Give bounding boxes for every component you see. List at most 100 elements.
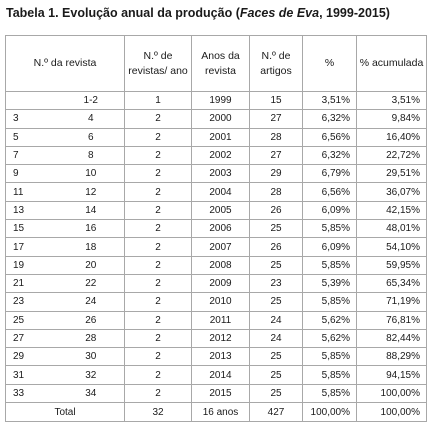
table-row: 27 28 2 2012 24 5,62% 82,44% (5, 328, 427, 349)
header-issue-number: N.º da revista (5, 35, 125, 92)
year-cell: 2015 (191, 383, 250, 404)
article-count-cell: 26 (249, 237, 303, 257)
total-years: 16 anos (191, 402, 250, 423)
article-count-cell: 25 (249, 292, 303, 312)
issue-end-cell: 8 (57, 145, 125, 166)
table-caption: Tabela 1. Evolução anual da produção (Fa… (6, 6, 431, 20)
table-row: 23 24 2 2010 25 5,85% 71,19% (5, 292, 427, 312)
article-count-cell: 25 (249, 219, 303, 239)
header-issues-per-year: N.º de revistas/ ano (124, 35, 192, 92)
percent-cell: 5,85% (302, 255, 357, 275)
issues-per-year-cell: 2 (124, 310, 192, 330)
year-cell: 2010 (191, 292, 250, 312)
table-row: 1-2 1 1999 15 3,51% 3,51% (5, 90, 427, 111)
issue-start-cell: 17 (5, 237, 58, 257)
header-cumulative-percent: % acumulada (356, 35, 427, 92)
year-cell: 2013 (191, 347, 250, 367)
cumulative-percent-cell: 59,95% (356, 255, 427, 275)
year-cell: 2009 (191, 273, 250, 294)
article-count-cell: 29 (249, 164, 303, 184)
cumulative-percent-cell: 36,07% (356, 182, 427, 202)
issue-start-cell: 3 (5, 109, 58, 129)
article-count-cell: 27 (249, 145, 303, 166)
total-label: Total (5, 402, 125, 423)
header-row: N.º da revista N.º de revistas/ ano Anos… (5, 35, 427, 92)
total-cumulative: 100,00% (356, 402, 427, 423)
issues-per-year-cell: 2 (124, 200, 192, 221)
year-cell: 2007 (191, 237, 250, 257)
caption-journal-title: Faces de Eva (239, 6, 320, 20)
year-cell: 2014 (191, 365, 250, 385)
year-cell: 2005 (191, 200, 250, 221)
issue-end-cell: 4 (57, 109, 125, 129)
article-count-cell: 25 (249, 347, 303, 367)
issues-per-year-cell: 2 (124, 383, 192, 404)
issue-end-cell: 34 (57, 383, 125, 404)
cumulative-percent-cell: 88,29% (356, 347, 427, 367)
header-article-count: N.º de artigos (249, 35, 303, 92)
cumulative-percent-cell: 3,51% (356, 90, 427, 111)
table-row: 17 18 2 2007 26 6,09% 54,10% (5, 237, 427, 257)
year-cell: 2001 (191, 127, 250, 147)
year-cell: 2003 (191, 164, 250, 184)
table-row: 19 20 2 2008 25 5,85% 59,95% (5, 255, 427, 275)
issue-end-cell: 22 (57, 273, 125, 294)
table-row: 13 14 2 2005 26 6,09% 42,15% (5, 200, 427, 221)
issue-start-cell: 11 (5, 182, 58, 202)
issues-per-year-cell: 2 (124, 347, 192, 367)
table-body: 1-2 1 1999 15 3,51% 3,51% 3 4 2 2000 27 6,32% 9,84% 5… (5, 90, 427, 404)
issues-per-year-cell: 2 (124, 127, 192, 147)
percent-cell: 5,85% (302, 383, 357, 404)
caption-suffix: , 1999-2015) (319, 6, 390, 20)
article-count-cell: 25 (249, 255, 303, 275)
table-row: 25 26 2 2011 24 5,62% 76,81% (5, 310, 427, 330)
cumulative-percent-cell: 94,15% (356, 365, 427, 385)
year-cell: 2004 (191, 182, 250, 202)
issue-start-cell: 9 (5, 164, 58, 184)
issue-end-cell: 12 (57, 182, 125, 202)
table-row: 9 10 2 2003 29 6,79% 29,51% (5, 164, 427, 184)
cumulative-percent-cell: 9,84% (356, 109, 427, 129)
table-header: N.º da revista N.º de revistas/ ano Anos… (5, 35, 427, 92)
percent-cell: 5,39% (302, 273, 357, 294)
article-count-cell: 25 (249, 365, 303, 385)
total-issues: 32 (124, 402, 192, 423)
issue-end-cell: 20 (57, 255, 125, 275)
percent-cell: 5,62% (302, 310, 357, 330)
issue-end-cell: 30 (57, 347, 125, 367)
issue-end-cell: 26 (57, 310, 125, 330)
table-row: 21 22 2 2009 23 5,39% 65,34% (5, 273, 427, 294)
issue-end-cell: 28 (57, 328, 125, 349)
article-count-cell: 23 (249, 273, 303, 294)
total-row: Total 32 16 anos 427 100,00% 100,00% (5, 402, 427, 423)
table-row: 5 6 2 2001 28 6,56% 16,40% (5, 127, 427, 147)
issue-end-cell: 16 (57, 219, 125, 239)
table-row: 31 32 2 2014 25 5,85% 94,15% (5, 365, 427, 385)
percent-cell: 5,85% (302, 292, 357, 312)
issue-start-cell: 19 (5, 255, 58, 275)
table-row: 11 12 2 2004 28 6,56% 36,07% (5, 182, 427, 202)
table-row: 29 30 2 2013 25 5,85% 88,29% (5, 347, 427, 367)
issue-start-cell: 27 (5, 328, 58, 349)
year-cell: 2008 (191, 255, 250, 275)
year-cell: 2002 (191, 145, 250, 166)
percent-cell: 5,62% (302, 328, 357, 349)
issue-end-cell: 32 (57, 365, 125, 385)
issue-start-cell: 23 (5, 292, 58, 312)
issues-per-year-cell: 2 (124, 237, 192, 257)
article-count-cell: 28 (249, 127, 303, 147)
percent-cell: 5,85% (302, 219, 357, 239)
issue-end-cell: 24 (57, 292, 125, 312)
caption-prefix: Tabela 1. Evolução anual da produção ( (6, 6, 240, 20)
percent-cell: 3,51% (302, 90, 357, 111)
cumulative-percent-cell: 29,51% (356, 164, 427, 184)
cumulative-percent-cell: 100,00% (356, 383, 427, 404)
issue-start-cell: 29 (5, 347, 58, 367)
article-count-cell: 27 (249, 109, 303, 129)
article-count-cell: 28 (249, 182, 303, 202)
issues-per-year-cell: 1 (124, 90, 192, 111)
issue-start-cell: 15 (5, 219, 58, 239)
percent-cell: 5,85% (302, 347, 357, 367)
article-count-cell: 26 (249, 200, 303, 221)
